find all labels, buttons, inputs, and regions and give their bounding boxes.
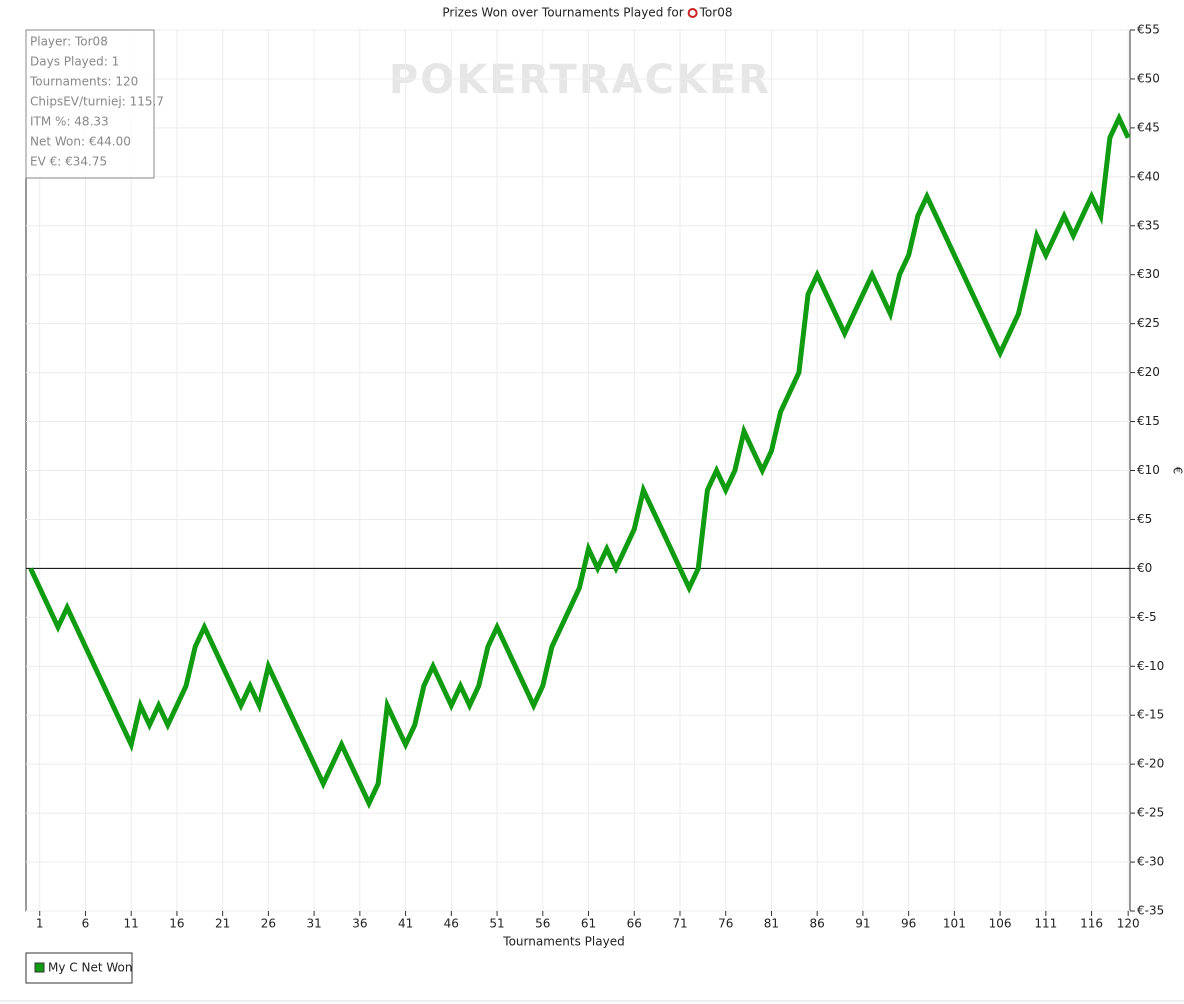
x-tick-label: 120	[1117, 917, 1140, 931]
x-tick-label: 11	[124, 917, 139, 931]
x-tick-label: 71	[672, 917, 687, 931]
x-axis-label: Tournaments Played	[502, 935, 624, 949]
y-tick-label: €-25	[1137, 806, 1164, 820]
stat-line: Days Played: 1	[30, 55, 119, 69]
y-tick-label: €15	[1137, 414, 1160, 428]
chart-title: Prizes Won over Tournaments Played for	[442, 6, 683, 20]
legend-swatch	[34, 962, 45, 973]
x-tick-label: 101	[943, 917, 966, 931]
y-tick-label: €-35	[1137, 904, 1164, 918]
legend-label: My C Net Won	[48, 961, 132, 975]
stat-line: Tournaments: 120	[29, 75, 138, 89]
stat-line: Player: Tor08	[30, 35, 108, 49]
x-tick-label: 41	[398, 917, 413, 931]
x-tick-label: 96	[901, 917, 916, 931]
y-tick-label: €55	[1137, 23, 1160, 37]
x-tick-label: 46	[444, 917, 459, 931]
x-tick-label: 56	[535, 917, 550, 931]
y-tick-label: €40	[1137, 169, 1160, 183]
x-tick-label: 91	[855, 917, 870, 931]
y-tick-label: €-20	[1137, 757, 1164, 771]
y-tick-label: €-30	[1137, 855, 1164, 869]
stat-line: Net Won: €44.00	[30, 135, 131, 149]
stat-line: ChipsEV/turniej: 115.7	[30, 95, 164, 109]
x-tick-label: 1	[36, 917, 44, 931]
x-tick-label: 111	[1034, 917, 1057, 931]
x-tick-label: 21	[215, 917, 230, 931]
y-tick-label: €0	[1137, 561, 1152, 575]
y-tick-label: €45	[1137, 120, 1160, 134]
y-tick-label: €-5	[1137, 610, 1157, 624]
series-line	[28, 112, 1131, 810]
y-axis-label: €	[1171, 467, 1184, 475]
x-tick-label: 81	[764, 917, 779, 931]
stat-line: EV €: €34.75	[30, 155, 107, 169]
stats-box	[25, 29, 155, 179]
x-tick-label: 6	[82, 917, 90, 931]
y-tick-label: €35	[1137, 218, 1160, 232]
x-tick-label: 86	[810, 917, 825, 931]
x-tick-label: 116	[1080, 917, 1103, 931]
x-tick-label: 66	[627, 917, 642, 931]
watermark: POKERTRACKER	[389, 57, 771, 103]
y-tick-label: €-15	[1137, 708, 1164, 722]
player-icon	[687, 8, 698, 18]
x-tick-label: 26	[261, 917, 276, 931]
x-tick-label: 61	[581, 917, 596, 931]
y-tick-label: €30	[1137, 267, 1160, 281]
x-tick-label: 16	[169, 917, 184, 931]
y-tick-label: €50	[1137, 71, 1160, 85]
y-tick-label: €5	[1137, 512, 1152, 526]
y-tick-label: €10	[1137, 463, 1160, 477]
x-tick-label: 36	[352, 917, 367, 931]
y-tick-label: €25	[1137, 316, 1160, 330]
stat-line: ITM %: 48.33	[30, 115, 109, 129]
x-tick-label: 31	[306, 917, 321, 931]
x-tick-label: 76	[718, 917, 733, 931]
y-tick-label: €20	[1137, 365, 1160, 379]
x-tick-label: 51	[489, 917, 504, 931]
title-player: Tor08	[699, 6, 733, 20]
x-tick-label: 106	[989, 917, 1012, 931]
y-tick-label: €-10	[1137, 659, 1164, 673]
